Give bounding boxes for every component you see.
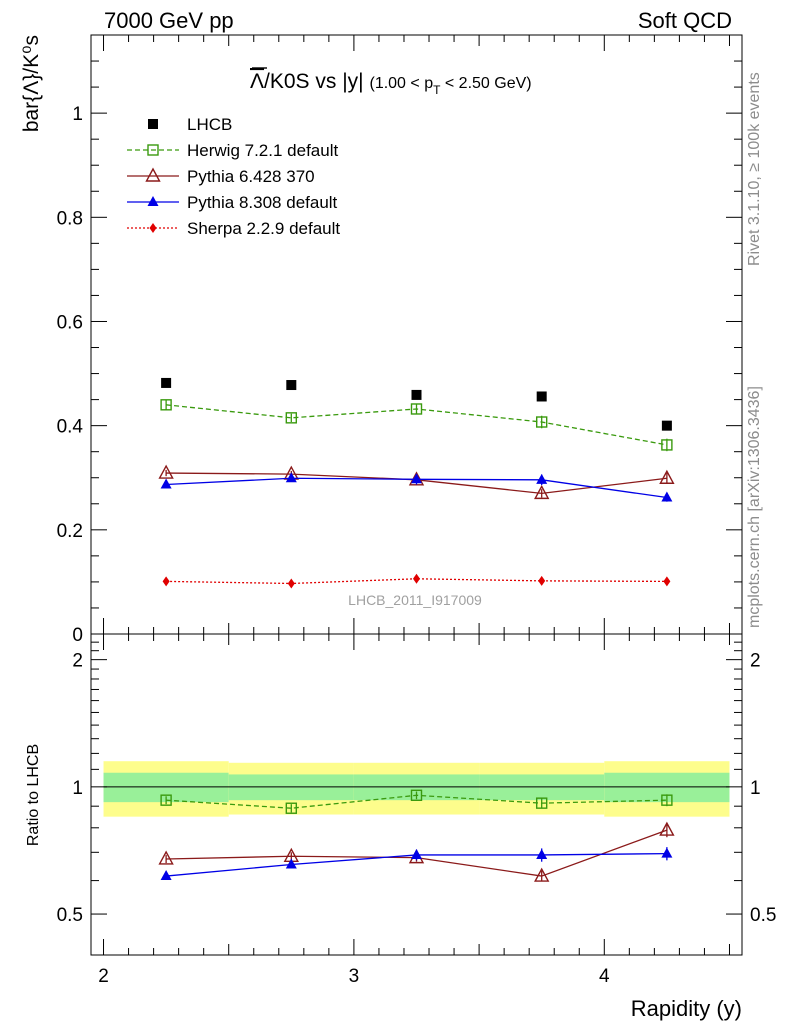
main-y-tick-label: 1	[72, 104, 83, 125]
main-point-pythia-8-308-default	[285, 472, 297, 483]
plot-title: Λ/K0S vs |y| (1.00 < pT < 2.50 GeV)	[250, 70, 532, 97]
main-point-herwig-7-2-1-default	[285, 412, 298, 424]
main-point-sherpa-2-2-9-default	[413, 573, 420, 584]
legend-label-lhcb: LHCB	[187, 115, 232, 134]
ratio-point-herwig-7-2-1-default	[160, 794, 172, 806]
ratio-y-axis-title: Ratio to LHCB	[25, 744, 42, 846]
main-point-herwig-7-2-1-default	[661, 439, 673, 451]
legend-marker-pythia-8-308-default	[147, 196, 159, 206]
main-y-tick-label: 0.2	[57, 521, 83, 542]
legend-marker-sherpa-2-2-9-default	[149, 223, 157, 233]
main-point-pythia-6-428-370	[659, 469, 675, 484]
legend-label-herwig-7-2-1-default: Herwig 7.2.1 default	[187, 141, 338, 160]
main-y-tick-label: 0.4	[57, 417, 84, 438]
ratio-point-herwig-7-2-1-default	[535, 797, 548, 809]
main-y-tick-label: 0.6	[57, 312, 83, 333]
main-point-pythia-8-308-default	[160, 478, 172, 489]
x-tick-label: 2	[98, 966, 109, 987]
ratio-panel-frame	[90, 633, 743, 956]
legend-label-pythia-6-428-370: Pythia 6.428 370	[187, 167, 315, 186]
legend-marker-pythia-6-428-370	[145, 167, 161, 182]
legend-label-pythia-8-308-default: Pythia 8.308 default	[187, 193, 338, 212]
main-point-lhcb	[286, 380, 297, 391]
analysis-watermark: LHCB_2011_I917009	[348, 592, 482, 608]
energy-label: 7000 GeV pp	[104, 8, 234, 33]
ratio-point-pythia-8-308-default	[411, 848, 422, 859]
main-line-sherpa-2-2-9-default	[166, 578, 667, 585]
ratio-y-tick-label-right: 1	[750, 778, 761, 799]
ratio-y-tick-label: 2	[72, 651, 83, 672]
main-point-pythia-8-308-default	[536, 473, 548, 484]
ratio-y-tick-label-right: 0.5	[750, 905, 776, 926]
legend-label-sherpa-2-2-9-default: Sherpa 2.2.9 default	[187, 219, 340, 238]
ratio-point-pythia-8-308-default	[536, 848, 548, 859]
main-point-pythia-6-428-370	[534, 484, 550, 500]
main-point-lhcb	[661, 420, 672, 431]
x-tick-label: 4	[599, 966, 610, 987]
legend-marker-herwig-7-2-1-default	[147, 144, 159, 156]
ratio-point-pythia-8-308-default	[160, 870, 172, 881]
ratio-y-tick-label: 0.5	[57, 905, 83, 926]
main-point-herwig-7-2-1-default	[535, 416, 548, 428]
topic-label: Soft QCD	[637, 8, 732, 33]
ratio-point-pythia-8-308-default	[285, 858, 297, 869]
main-point-herwig-7-2-1-default	[410, 403, 423, 415]
ratio-point-herwig-7-2-1-default	[285, 802, 298, 814]
ratio-point-herwig-7-2-1-default	[410, 789, 423, 801]
ratio-y-tick-label: 1	[72, 778, 83, 799]
main-y-axis-title: bar{Λ}/K⁰s	[20, 35, 43, 132]
ratio-point-pythia-8-308-default	[661, 847, 673, 858]
main-point-sherpa-2-2-9-default	[162, 576, 170, 587]
main-point-lhcb	[161, 377, 172, 388]
ratio-y-tick-label-right: 2	[750, 651, 761, 672]
main-point-sherpa-2-2-9-default	[287, 578, 295, 589]
main-point-sherpa-2-2-9-default	[538, 575, 546, 586]
x-tick-label: 3	[349, 966, 360, 987]
x-axis-title: Rapidity (y)	[631, 996, 742, 1021]
ratio-point-pythia-6-428-370	[659, 821, 675, 836]
main-point-lhcb	[411, 389, 422, 400]
main-point-pythia-8-308-default	[661, 491, 673, 502]
ratio-point-pythia-6-428-370	[534, 867, 550, 882]
main-point-lhcb	[536, 391, 547, 402]
main-y-tick-label: 0.8	[57, 208, 83, 229]
main-point-pythia-6-428-370	[158, 464, 174, 479]
ratio-point-herwig-7-2-1-default	[661, 794, 673, 806]
main-point-sherpa-2-2-9-default	[663, 576, 671, 587]
main-point-pythia-8-308-default	[411, 473, 422, 484]
main-point-herwig-7-2-1-default	[160, 399, 172, 411]
legend-marker-lhcb	[148, 119, 158, 129]
main-y-tick-label: 0	[72, 625, 83, 646]
ratio-point-pythia-6-428-370	[158, 850, 174, 865]
